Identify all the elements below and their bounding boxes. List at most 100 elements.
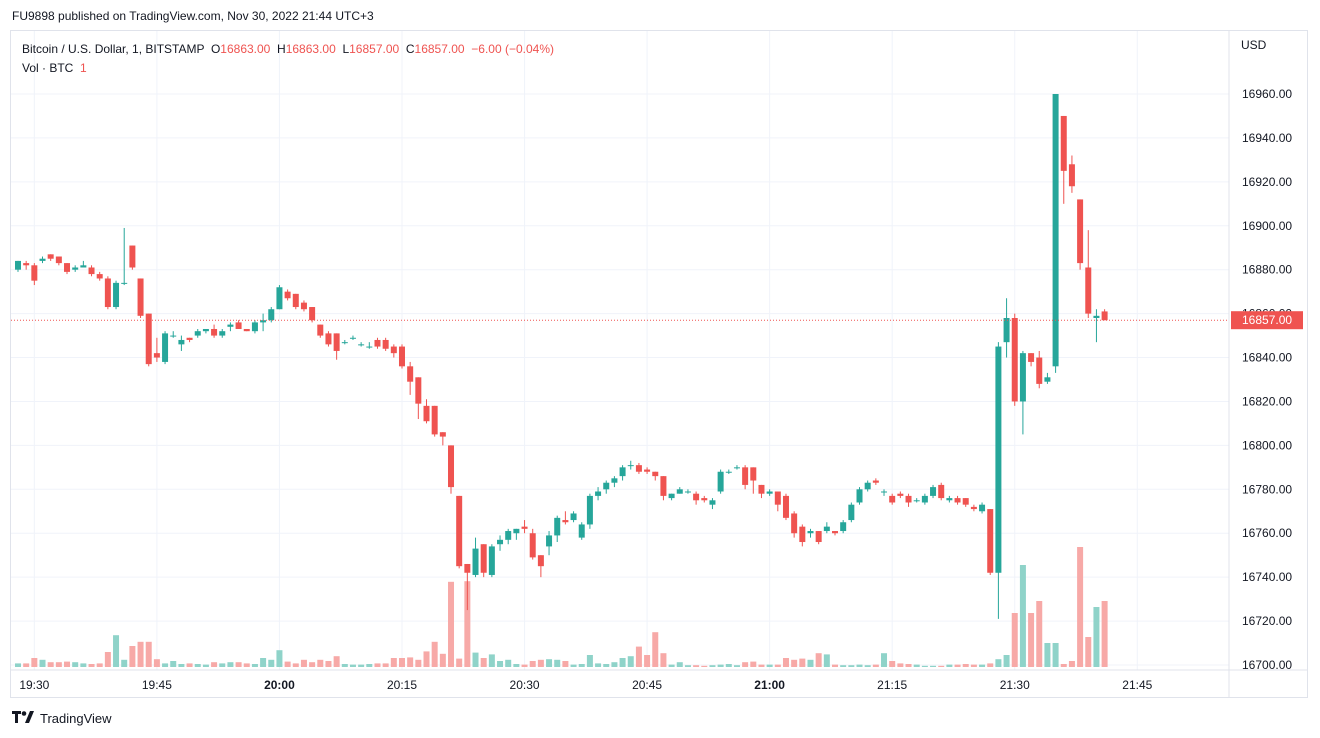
volume-bar <box>750 661 757 667</box>
candle-body <box>652 471 659 477</box>
volume-bar <box>227 662 234 667</box>
candle-body <box>64 263 71 272</box>
price-tick-label: 16780.00 <box>1242 482 1292 496</box>
candle-body <box>546 535 553 547</box>
candle-body <box>456 495 463 567</box>
time-tick-label: 21:45 <box>1122 678 1152 692</box>
candle-body <box>570 513 577 521</box>
candle-body <box>725 471 732 473</box>
candle-body <box>243 328 250 332</box>
volume-bar <box>562 661 569 667</box>
volume-bar <box>644 655 651 667</box>
candle-body <box>701 498 708 501</box>
volume-bar <box>374 663 381 667</box>
chart-canvas[interactable]: USD 16700.00 16720.00 16740.00 16760.00 1678… <box>11 31 1307 697</box>
candle-body <box>635 465 642 472</box>
volume-bar <box>439 653 446 667</box>
candle-body <box>284 291 291 299</box>
price-tick-label: 16920.00 <box>1242 175 1292 189</box>
chart-frame[interactable]: USD 16700.00 16720.00 16740.00 16760.00 1678… <box>10 30 1308 698</box>
candle-body <box>488 546 495 575</box>
legend-high-value: 16863.00 <box>285 42 336 56</box>
candle-body <box>627 465 634 467</box>
volume-bar <box>578 664 585 667</box>
candle-body <box>791 513 798 534</box>
volume-bar <box>1068 661 1075 667</box>
price-tick-label: 16700.00 <box>1242 658 1292 672</box>
candle-body <box>162 333 169 362</box>
volume-bar <box>832 664 838 667</box>
candle-body <box>987 509 994 573</box>
candle-body <box>848 504 855 521</box>
candle-body <box>390 346 397 354</box>
legend-symbol: Bitcoin / U.S. Dollar, 1, BITSTAMP <box>22 42 205 56</box>
volume-bar <box>104 652 111 667</box>
volume-bar <box>725 664 732 667</box>
candle-body <box>979 504 986 512</box>
volume-bar <box>194 664 201 667</box>
volume-bar <box>349 664 356 667</box>
volume-bar <box>358 664 365 667</box>
volume-bar <box>153 659 160 667</box>
price-tick-label: 16840.00 <box>1242 351 1292 365</box>
volume-bar <box>243 663 250 667</box>
volume-bar <box>276 650 283 667</box>
candle-body <box>946 498 953 501</box>
candle-body <box>260 320 267 323</box>
candle-body <box>23 263 30 266</box>
volume-bar <box>23 663 30 667</box>
tradingview-logo[interactable]: TradingView <box>12 710 112 726</box>
time-tick-label: 20:00 <box>264 678 295 692</box>
candle-body <box>1052 94 1059 367</box>
volume-bar <box>472 652 479 667</box>
candle-body <box>513 528 520 534</box>
volume-bar <box>464 581 471 667</box>
volume-bar <box>840 665 847 667</box>
volume-bar <box>398 658 405 667</box>
legend-close-label: C <box>405 42 415 56</box>
volume-bar <box>88 664 95 667</box>
candle-body <box>235 322 242 329</box>
volume-bar <box>758 664 765 667</box>
candle-body <box>717 471 724 492</box>
time-tick-label: 21:15 <box>877 678 907 692</box>
volume-bar <box>1044 643 1051 667</box>
price-axis: 16700.00 16720.00 16740.00 16760.00 16780.00… <box>1242 87 1292 672</box>
candle-body <box>194 331 201 336</box>
candle-body <box>709 500 716 505</box>
candle-body <box>660 476 667 496</box>
volume-bar <box>513 664 520 667</box>
candle-body <box>856 489 863 503</box>
candle-body <box>431 405 438 435</box>
volume-bar <box>137 641 144 667</box>
volume-bar <box>317 659 324 667</box>
legend-change: −6.00 (−0.04%) <box>471 42 554 56</box>
volume-bar <box>1101 601 1108 667</box>
grid-lines <box>11 31 1229 670</box>
volume-bar <box>668 664 675 667</box>
volume-bar <box>619 658 626 667</box>
volume-bar <box>72 662 79 667</box>
volume-bar <box>856 664 863 667</box>
volume-bar <box>913 664 920 667</box>
volume-bar <box>570 664 577 667</box>
volume-bar <box>47 662 54 667</box>
legend-high-label: H <box>277 42 286 56</box>
volume-bar <box>889 661 896 667</box>
time-tick-label: 20:30 <box>510 678 540 692</box>
candle-body <box>55 256 62 264</box>
candle-body <box>47 254 54 259</box>
candle-body <box>72 267 79 270</box>
volume-bar <box>145 641 152 667</box>
candle-body <box>121 282 128 284</box>
volume-bar <box>529 661 536 667</box>
candle-body <box>693 493 700 501</box>
candle-body <box>782 495 789 518</box>
volume-bar <box>864 665 871 667</box>
candle-body <box>562 520 569 523</box>
candle-body <box>864 482 871 490</box>
candle-body <box>333 333 340 351</box>
candle-body <box>186 337 193 340</box>
candle-body <box>668 493 675 499</box>
candle-body <box>96 274 103 279</box>
